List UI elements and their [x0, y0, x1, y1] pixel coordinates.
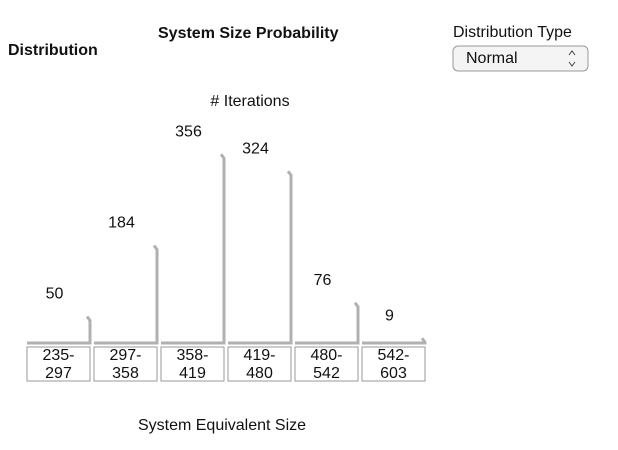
x-tick-label: 235-297 [42, 347, 74, 382]
bar [228, 170, 293, 345]
select-arrows [568, 50, 576, 67]
bar-value-label: 324 [242, 140, 269, 157]
x-tick-label-part: 358- [176, 347, 208, 364]
category-cell [26, 346, 91, 382]
bar-value-label: 9 [385, 307, 394, 324]
bar-value-label: 76 [314, 272, 332, 289]
x-tick-label-part: 480- [310, 347, 342, 364]
x-tick-label: 358-419 [176, 347, 208, 382]
category-cell [160, 346, 225, 382]
x-tick-label: 297-358 [109, 347, 141, 382]
x-tick-label-part: 297- [109, 347, 141, 364]
x-tick-label-part: 358 [112, 365, 139, 382]
bar-value-label: 50 [46, 286, 64, 303]
chart-title: # Iterations [210, 93, 289, 110]
x-axis-label: System Equivalent Size [138, 417, 306, 434]
x-tick-label-part: 297 [45, 365, 72, 382]
bar [295, 301, 360, 345]
select-value[interactable]: Normal [466, 50, 518, 67]
distribution-select[interactable]: Normal [452, 45, 589, 72]
x-tick-label-part: 603 [380, 365, 407, 382]
bar [94, 244, 159, 345]
category-cell [294, 346, 359, 382]
category-cell [361, 346, 426, 382]
bar [27, 315, 92, 345]
select-label: Distribution Type [453, 24, 572, 41]
bar [362, 337, 427, 345]
x-tick-label-part: 235- [42, 347, 74, 364]
x-tick-label-part: 480 [246, 365, 273, 382]
x-tick-label-part: 542 [313, 365, 340, 382]
x-tick-label: 419-480 [243, 347, 275, 382]
x-tick-label-part: 419 [179, 365, 206, 382]
category-cell [227, 346, 292, 382]
section-label: Distribution [8, 42, 98, 59]
bar-value-label: 184 [108, 215, 135, 232]
category-cell [93, 346, 158, 382]
x-tick-label-part: 419- [243, 347, 275, 364]
x-tick-label: 480-542 [310, 347, 342, 382]
x-tick-label: 542-603 [377, 347, 409, 382]
select-box[interactable] [452, 45, 589, 72]
bar-value-label: 356 [175, 124, 202, 141]
page-title: System Size Probability [158, 25, 339, 42]
x-tick-label-part: 542- [377, 347, 409, 364]
bar [161, 153, 226, 345]
